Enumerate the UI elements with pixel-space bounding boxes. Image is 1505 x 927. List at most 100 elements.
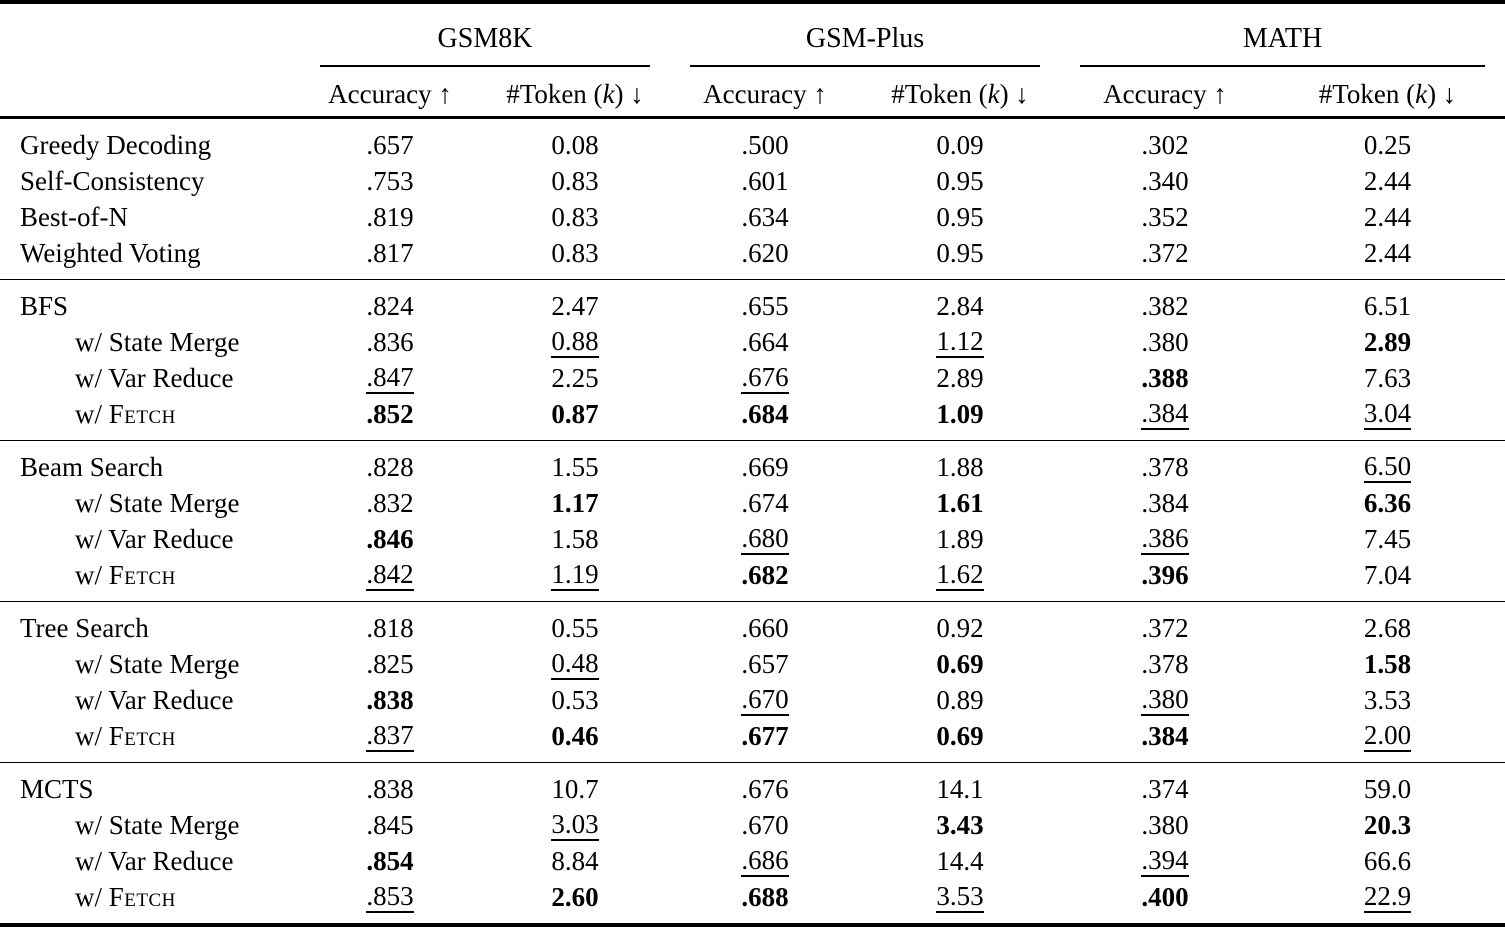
value-cell: 10.7 [480, 763, 670, 808]
value-cell: 0.95 [860, 163, 1060, 199]
cell-value: .845 [366, 809, 414, 840]
accuracy-header-label: Accuracy ↑ [1103, 78, 1227, 109]
value-cell: 20.3 [1270, 807, 1505, 843]
cell-value: 14.1 [936, 773, 984, 804]
value-cell: 2.84 [860, 280, 1060, 325]
cell-value: 2.44 [1363, 237, 1412, 268]
value-cell: .676 [670, 360, 860, 396]
cell-value: 22.9 [1363, 881, 1412, 914]
accuracy-header-label: Accuracy ↑ [328, 78, 452, 109]
cell-value: 0.83 [551, 237, 599, 268]
token-header-label: #Token ( [506, 78, 603, 109]
cell-value: .660 [741, 612, 789, 643]
accuracy-header-label: Accuracy ↑ [703, 78, 827, 109]
value-cell: .682 [670, 557, 860, 602]
value-cell: .620 [670, 235, 860, 280]
cell-value: 2.25 [551, 362, 599, 393]
table-row: w/ Fetch .853 2.60 .688 3.53 .400 22.9 [0, 879, 1505, 925]
value-cell: 0.25 [1270, 118, 1505, 164]
col-header-accuracy: Accuracy ↑ [1060, 72, 1270, 118]
value-cell: .669 [670, 441, 860, 486]
cell-value: 0.87 [551, 398, 599, 429]
value-cell: 1.88 [860, 441, 1060, 486]
corner-cell [0, 2, 300, 72]
cell-value: .836 [366, 326, 414, 357]
value-cell: .674 [670, 485, 860, 521]
cell-value: .669 [741, 451, 789, 482]
row-label: Tree Search [20, 612, 149, 643]
token-header-suffix: ) ↓ [614, 78, 644, 109]
cell-value: 0.95 [936, 165, 984, 196]
row-label-prefix: w/ [75, 720, 109, 751]
subheader-row: Accuracy ↑ #Token (k) ↓ Accuracy ↑ #Toke… [0, 72, 1505, 118]
cell-value: .838 [366, 773, 414, 804]
cell-value: 1.09 [936, 398, 984, 429]
value-cell: .372 [1060, 602, 1270, 647]
block-baselines: Greedy Decoding .657 0.08.500 0.09.302 0.25 S… [0, 118, 1505, 280]
table-row: MCTS .838 10.7 .676 14.1 .374 59.0 [0, 763, 1505, 808]
table-row: Beam Search .828 1.55 .669 1.88 .378 6.50 [0, 441, 1505, 486]
value-cell: 2.25 [480, 360, 670, 396]
row-label: MCTS [20, 773, 94, 804]
value-cell: 0.95 [860, 235, 1060, 280]
row-label: Best-of-N [20, 201, 128, 232]
value-cell: .753 [300, 163, 480, 199]
row-label: w/ Var Reduce [75, 362, 234, 393]
value-cell: .670 [670, 682, 860, 718]
value-cell: 0.08 [480, 118, 670, 164]
row-label-smallcaps: Fetch [108, 720, 176, 751]
cell-value: 1.17 [551, 487, 599, 518]
value-cell: .660 [670, 602, 860, 647]
table-row: Greedy Decoding .657 0.08 .500 0.09 .302 0.25 [0, 118, 1505, 164]
row-label: Self-Consistency [20, 165, 205, 196]
cell-value: 2.84 [936, 290, 984, 321]
cell-value: 1.88 [936, 451, 984, 482]
cell-value: 7.45 [1363, 523, 1412, 554]
value-cell: 2.44 [1270, 163, 1505, 199]
value-cell: .838 [300, 763, 480, 808]
row-label: w/ Fetch [0, 396, 300, 441]
cell-value: .500 [741, 129, 789, 160]
cell-value: .846 [366, 523, 414, 554]
group-label: GSM8K [320, 9, 651, 67]
row-label: BFS [20, 290, 69, 321]
cell-value: .854 [366, 845, 414, 876]
cell-value: 1.12 [936, 326, 984, 359]
cell-value: .753 [366, 165, 414, 196]
table-row: Self-Consistency .753 0.83 .601 0.95 .340 2.44 [0, 163, 1505, 199]
table-row: Tree Search .818 0.55 .660 0.92 .372 2.68 [0, 602, 1505, 647]
cell-value: .688 [741, 881, 789, 912]
value-cell: .657 [670, 646, 860, 682]
value-cell: .853 [300, 879, 480, 925]
value-cell: 6.36 [1270, 485, 1505, 521]
cell-value: 2.89 [1363, 326, 1412, 357]
group-label: MATH [1080, 9, 1486, 67]
cell-value: 0.08 [551, 129, 599, 160]
group-header-gsm-plus: GSM-Plus [670, 2, 1060, 72]
cell-value: 2.47 [551, 290, 599, 321]
value-cell: .394 [1060, 843, 1270, 879]
table-row: w/ State Merge .836 0.88 .664 1.12 .380 2.89 [0, 324, 1505, 360]
value-cell: .388 [1060, 360, 1270, 396]
value-cell: 3.03 [480, 807, 670, 843]
block-bfs: BFS .824 2.47.655 2.84.382 6.51 w/ State Merg… [0, 279, 1505, 441]
token-k-italic: k [602, 78, 615, 109]
value-cell: 14.1 [860, 763, 1060, 808]
value-cell: 2.47 [480, 280, 670, 325]
cell-value: 2.89 [936, 362, 984, 393]
cell-value: 0.25 [1363, 129, 1412, 160]
value-cell: 1.12 [860, 324, 1060, 360]
value-cell: .688 [670, 879, 860, 925]
cell-value: .382 [1141, 290, 1189, 321]
value-cell: .601 [670, 163, 860, 199]
row-label: w/ Var Reduce [75, 523, 234, 554]
row-label: w/ Fetch [0, 879, 300, 925]
value-cell: .817 [300, 235, 480, 280]
cell-value: .853 [366, 881, 414, 914]
table-row: Weighted Voting .817 0.83 .620 0.95 .372 2.44 [0, 235, 1505, 280]
row-label: w/ Fetch [0, 718, 300, 763]
table-row: w/ Var Reduce .847 2.25 .676 2.89 .388 7.63 [0, 360, 1505, 396]
value-cell: 2.44 [1270, 235, 1505, 280]
col-header-accuracy: Accuracy ↑ [300, 72, 480, 118]
cell-value: 0.09 [936, 129, 984, 160]
